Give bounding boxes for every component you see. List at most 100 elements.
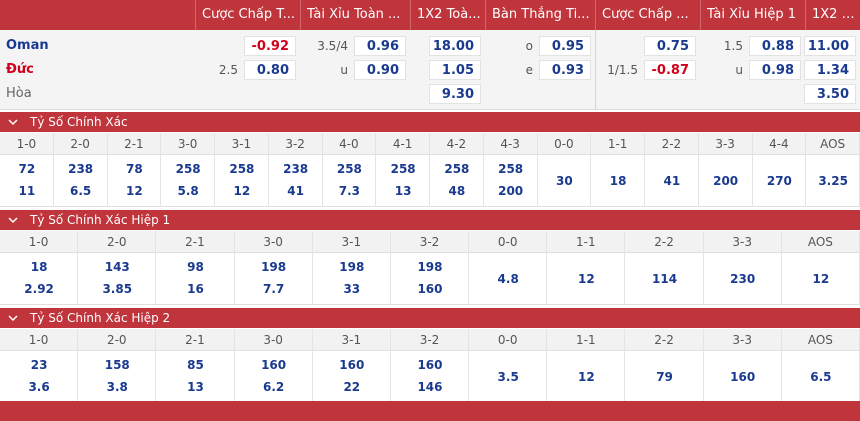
odds-button[interactable]: 0.95 bbox=[539, 36, 591, 56]
score-odds[interactable]: 270 bbox=[766, 174, 792, 188]
score-odds[interactable]: 6.5 bbox=[810, 370, 832, 384]
score-odds[interactable]: 33 bbox=[343, 282, 361, 296]
score-odds[interactable]: 198 bbox=[339, 260, 365, 274]
odds-button[interactable]: 0.88 bbox=[749, 36, 801, 56]
score-odds[interactable]: 200 bbox=[713, 174, 739, 188]
score-odds[interactable]: 146 bbox=[417, 380, 443, 394]
score-label: 2-1 bbox=[108, 133, 162, 155]
score-odds[interactable]: 160 bbox=[417, 358, 443, 372]
odds-button[interactable]: -0.92 bbox=[244, 36, 296, 56]
score-odds[interactable]: 23 bbox=[30, 358, 48, 372]
score-odds[interactable]: 2.92 bbox=[24, 282, 54, 296]
score-odds[interactable]: 200 bbox=[498, 184, 524, 198]
score-label: 4-0 bbox=[323, 133, 377, 155]
odds-button[interactable]: 0.96 bbox=[354, 36, 406, 56]
score-odds[interactable]: 258 bbox=[444, 162, 470, 176]
score-odds[interactable]: 48 bbox=[448, 184, 466, 198]
score-odds[interactable]: 3.6 bbox=[28, 380, 50, 394]
score-odds[interactable]: 85 bbox=[187, 358, 204, 372]
score-label: 2-0 bbox=[78, 329, 157, 351]
score-odds[interactable]: 160 bbox=[417, 282, 443, 296]
section-bar[interactable]: Tỷ Số Chính Xác bbox=[0, 112, 860, 132]
score-odds[interactable]: 160 bbox=[339, 358, 365, 372]
odds-button[interactable]: 1.34 bbox=[804, 60, 856, 80]
score-odds[interactable]: 6.2 bbox=[262, 380, 285, 394]
handicap-line: 1/1.5 bbox=[607, 63, 638, 77]
score-label: 3-2 bbox=[391, 329, 470, 351]
score-odds[interactable]: 41 bbox=[663, 174, 681, 188]
score-label-row: 1-0 2-0 2-1 3-0 3-1 3-2 4-0 4-1 4-2 4-3 0-0 1-1 2-2 3… bbox=[0, 133, 860, 155]
section-bar[interactable] bbox=[0, 401, 860, 421]
score-odds[interactable]: 16 bbox=[187, 282, 204, 296]
score-cell: 12 bbox=[782, 253, 860, 305]
score-cell: 114 bbox=[625, 253, 704, 305]
score-odds[interactable]: 5.8 bbox=[177, 184, 199, 198]
score-odds[interactable]: 258 bbox=[229, 162, 255, 176]
chevron-icon bbox=[8, 119, 18, 126]
score-odds[interactable]: 258 bbox=[336, 162, 362, 176]
score-odds[interactable]: 238 bbox=[283, 162, 309, 176]
section-title: Tỷ Số Chính Xác Hiệp 2 bbox=[30, 311, 171, 325]
score-odds[interactable]: 160 bbox=[730, 370, 756, 384]
score-odds[interactable]: 18 bbox=[609, 174, 627, 188]
score-odds[interactable]: 3.25 bbox=[818, 174, 848, 188]
score-cell: 98 16 bbox=[156, 253, 235, 305]
odds-button[interactable]: 0.93 bbox=[539, 60, 591, 80]
score-odds[interactable]: 198 bbox=[261, 260, 287, 274]
odds-button[interactable]: 9.30 bbox=[429, 84, 481, 104]
score-label: 4-1 bbox=[376, 133, 430, 155]
section-bar[interactable]: Tỷ Số Chính Xác Hiệp 1 bbox=[0, 210, 860, 230]
score-label: AOS bbox=[806, 133, 860, 155]
odds-button[interactable]: 0.90 bbox=[354, 60, 406, 80]
score-odds[interactable]: 3.5 bbox=[497, 370, 519, 384]
score-odds[interactable]: 98 bbox=[187, 260, 204, 274]
score-odds[interactable]: 158 bbox=[104, 358, 130, 372]
handicap-line: u bbox=[340, 63, 348, 77]
score-cell: 270 bbox=[753, 155, 807, 207]
odds-button[interactable]: -0.87 bbox=[644, 60, 696, 80]
score-odds[interactable]: 6.5 bbox=[69, 184, 92, 198]
score-odds[interactable]: 258 bbox=[390, 162, 416, 176]
odds-button[interactable]: 11.00 bbox=[804, 36, 856, 56]
score-odds[interactable]: 13 bbox=[394, 184, 412, 198]
score-odds[interactable]: 13 bbox=[187, 380, 204, 394]
score-odds[interactable]: 258 bbox=[175, 162, 201, 176]
score-odds[interactable]: 11 bbox=[18, 184, 36, 198]
score-label: AOS bbox=[782, 231, 860, 253]
score-odds[interactable]: 30 bbox=[556, 174, 573, 188]
score-label: 0-0 bbox=[469, 231, 548, 253]
score-odds[interactable]: 18 bbox=[30, 260, 48, 274]
score-odds[interactable]: 3.8 bbox=[106, 380, 128, 394]
score-odds[interactable]: 72 bbox=[18, 162, 36, 176]
score-odds[interactable]: 258 bbox=[498, 162, 524, 176]
score-odds[interactable]: 12 bbox=[233, 184, 251, 198]
score-odds[interactable]: 143 bbox=[104, 260, 130, 274]
column-header: 1X2 Hiệ bbox=[805, 0, 860, 30]
score-odds[interactable]: 12 bbox=[578, 272, 595, 286]
odds-button[interactable]: 1.05 bbox=[429, 60, 481, 80]
score-odds[interactable]: 7.7 bbox=[262, 282, 285, 296]
score-odds[interactable]: 12 bbox=[578, 370, 595, 384]
odds-button[interactable]: 0.98 bbox=[749, 60, 801, 80]
score-odds[interactable]: 3.85 bbox=[102, 282, 133, 296]
score-label: 0-0 bbox=[538, 133, 592, 155]
odds-button[interactable]: 0.80 bbox=[244, 60, 296, 80]
score-odds[interactable]: 238 bbox=[68, 162, 94, 176]
odds-button[interactable]: 3.50 bbox=[804, 84, 856, 104]
score-odds[interactable]: 22 bbox=[343, 380, 361, 394]
score-odds[interactable]: 114 bbox=[652, 272, 678, 286]
score-odds[interactable]: 78 bbox=[126, 162, 143, 176]
section-bar[interactable]: Tỷ Số Chính Xác Hiệp 2 bbox=[0, 308, 860, 328]
score-odds[interactable]: 4.8 bbox=[497, 272, 519, 286]
score-odds[interactable]: 7.3 bbox=[338, 184, 360, 198]
score-odds[interactable]: 230 bbox=[730, 272, 756, 286]
score-cell: 30 bbox=[538, 155, 592, 207]
odds-button[interactable]: 18.00 bbox=[429, 36, 481, 56]
score-odds[interactable]: 12 bbox=[812, 272, 830, 286]
score-odds[interactable]: 198 bbox=[417, 260, 443, 274]
score-odds[interactable]: 12 bbox=[126, 184, 143, 198]
score-odds[interactable]: 41 bbox=[287, 184, 304, 198]
score-odds[interactable]: 79 bbox=[656, 370, 673, 384]
odds-button[interactable]: 0.75 bbox=[644, 36, 696, 56]
score-odds[interactable]: 160 bbox=[261, 358, 287, 372]
